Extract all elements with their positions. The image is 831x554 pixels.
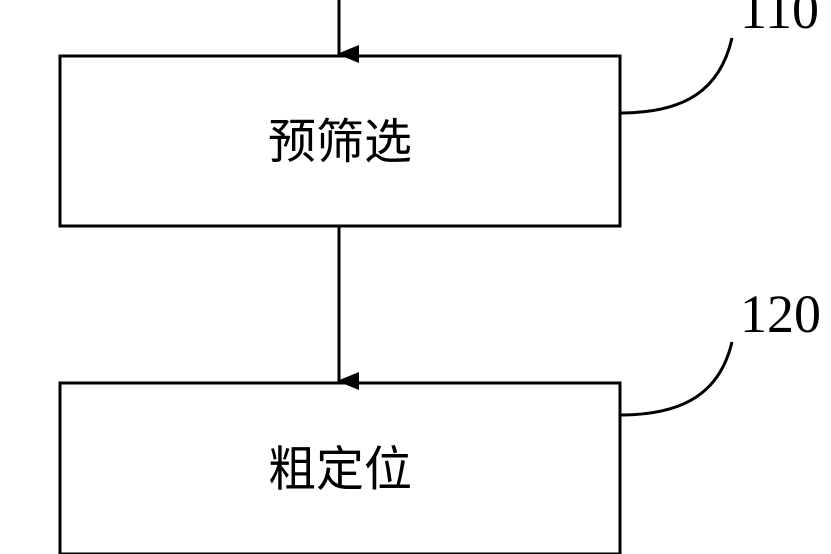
- flowchart-canvas: 预筛选 110 粗定位 120: [0, 0, 831, 554]
- node-prescreen: 预筛选 110: [60, 0, 819, 226]
- node-label: 粗定位: [268, 443, 412, 496]
- node-label: 预筛选: [268, 116, 412, 169]
- callout-leader: [620, 342, 732, 415]
- callout-label: 110: [740, 0, 819, 40]
- callout-leader: [620, 38, 732, 113]
- callout-label: 120: [740, 284, 821, 344]
- node-coarse-locate: 粗定位 120: [60, 284, 821, 554]
